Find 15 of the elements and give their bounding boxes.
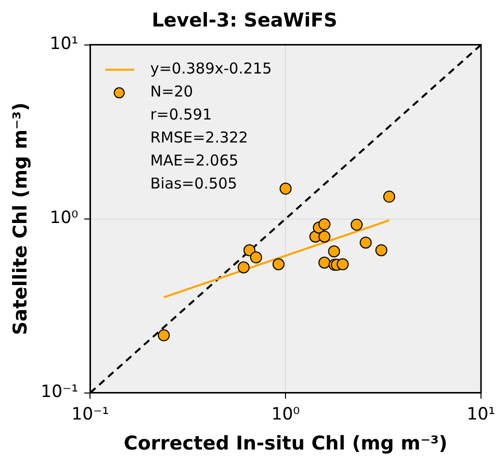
y-axis-title: Satellite Chl (mg m⁻³) [9, 102, 32, 336]
y-tick-label: 10¹ [50, 34, 78, 54]
x-axis-title: Corrected In-situ Chl (mg m⁻³) [124, 432, 448, 455]
x-tick-label: 10¹ [466, 404, 496, 424]
legend-label: N=20 [150, 82, 194, 101]
legend-label: y=0.389x-0.215 [150, 60, 272, 78]
annotation: r=0.591 [150, 106, 212, 124]
y-tick-label: 10⁰ [50, 208, 78, 228]
annotation: RMSE=2.322 [150, 128, 248, 147]
annotation: MAE=2.065 [150, 152, 238, 170]
x-tick-label: 10⁰ [271, 404, 300, 424]
x-tick-label: 10⁻¹ [72, 404, 109, 424]
annotation: Bias=0.505 [150, 174, 238, 193]
chart-title: Level-3: SeaWiFS [152, 9, 338, 32]
y-tick-label: 10⁻¹ [40, 382, 78, 402]
